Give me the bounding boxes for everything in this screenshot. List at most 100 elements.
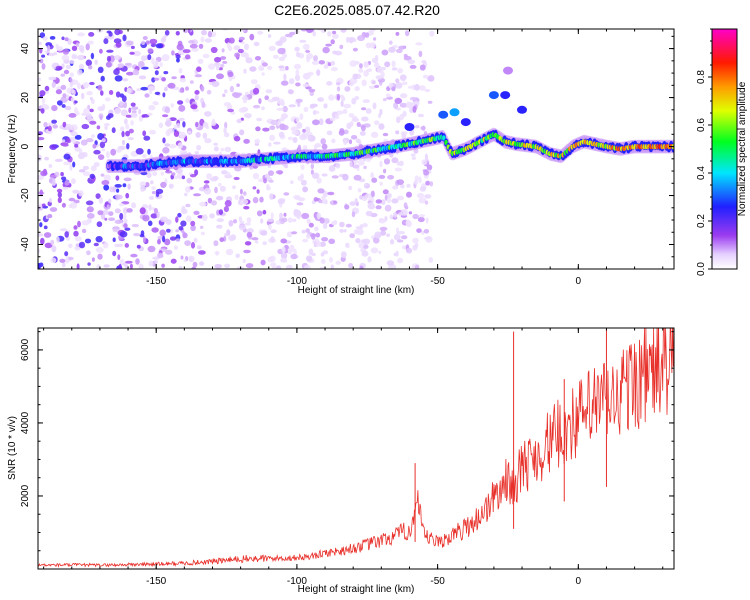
noise-cell [103, 184, 110, 191]
noise-cell [108, 31, 113, 37]
noise-cell [293, 211, 301, 218]
noise-cell [104, 125, 108, 131]
noise-cell [196, 144, 202, 151]
spectrogram-y-ticks: -40 -20 0 20 40 [20, 35, 674, 270]
noise-cell [253, 87, 260, 95]
noise-cell [60, 84, 67, 90]
noise-cell [418, 85, 426, 91]
noise-cell [145, 182, 150, 188]
noise-cell [77, 220, 81, 228]
noise-cell [90, 52, 95, 60]
noise-cell [321, 143, 328, 150]
noise-cell [303, 106, 309, 113]
noise-cell [141, 55, 147, 62]
noise-cell [287, 217, 293, 223]
noise-cell [48, 164, 53, 168]
noise-cell [62, 121, 67, 128]
noise-cell [370, 131, 379, 138]
noise-cell [299, 134, 307, 141]
noise-cell [412, 105, 417, 113]
noise-cell [95, 247, 104, 253]
noise-cell [72, 189, 80, 194]
noise-cell [288, 104, 296, 108]
noise-cell [41, 203, 46, 207]
noise-cell [131, 223, 139, 228]
noise-cell [237, 48, 244, 54]
noise-cell [114, 75, 123, 82]
noise-cell [73, 225, 78, 230]
noise-cell [236, 92, 243, 97]
noise-cell [113, 68, 120, 76]
noise-cell [243, 191, 247, 196]
noise-cell [169, 117, 177, 122]
noise-cell [99, 141, 106, 149]
noise-cell [86, 115, 92, 123]
noise-cell [77, 152, 85, 160]
noise-cell [378, 250, 382, 255]
snr-y-tick-label: 2000 [20, 484, 31, 507]
noise-cell [297, 175, 304, 182]
noise-cell [243, 68, 247, 74]
noise-cell [214, 264, 223, 269]
noise-cell [51, 81, 56, 88]
noise-cell [356, 228, 364, 236]
noise-cell [130, 45, 135, 50]
noise-cell [62, 186, 69, 190]
noise-cell [328, 165, 336, 172]
noise-cell [395, 31, 400, 36]
noise-cell [194, 151, 199, 155]
noise-cell [224, 89, 228, 94]
noise-cell [62, 93, 67, 98]
noise-cell [224, 146, 232, 152]
noise-cell [294, 46, 300, 52]
noise-cell [41, 97, 46, 104]
noise-cell [297, 102, 301, 108]
noise-cell [374, 62, 380, 68]
noise-cell [56, 100, 63, 106]
noise-cell [66, 87, 75, 94]
noise-cell [424, 200, 429, 205]
noise-cell [316, 212, 321, 220]
noise-cell [426, 164, 433, 171]
ridge-branch [404, 123, 415, 131]
noise-cell [112, 228, 120, 233]
noise-cell [86, 250, 91, 256]
noise-cell [78, 241, 86, 249]
noise-cell [238, 36, 245, 41]
noise-cell [375, 199, 382, 204]
noise-cell [295, 69, 300, 76]
noise-cell [207, 197, 213, 204]
noise-cell [369, 29, 376, 32]
noise-cell [122, 78, 129, 82]
noise-cell [395, 107, 401, 111]
noise-cell [173, 245, 179, 250]
noise-cell [99, 48, 103, 54]
noise-cell [405, 247, 413, 254]
noise-cell [128, 128, 134, 134]
noise-cell [146, 172, 152, 178]
noise-cell [130, 253, 138, 258]
noise-cell [213, 146, 219, 152]
noise-cell [164, 106, 171, 114]
noise-cell [233, 45, 241, 51]
noise-cell [295, 82, 301, 87]
noise-cell [130, 112, 138, 118]
noise-cell [157, 238, 161, 245]
noise-cell [290, 126, 299, 131]
noise-cell [62, 48, 70, 55]
noise-cell [61, 54, 70, 61]
noise-cell [154, 91, 161, 95]
noise-cell [85, 138, 94, 143]
noise-cell [262, 209, 267, 215]
noise-cell [160, 171, 164, 176]
noise-cell [39, 58, 44, 64]
noise-cell [74, 134, 82, 140]
noise-cell [357, 159, 365, 166]
noise-cell [94, 59, 98, 65]
noise-cell [39, 189, 43, 197]
noise-cell [119, 101, 124, 107]
noise-cell [142, 214, 150, 222]
noise-cell [267, 218, 275, 223]
snr-spikes [414, 328, 607, 542]
noise-cell [401, 133, 406, 138]
